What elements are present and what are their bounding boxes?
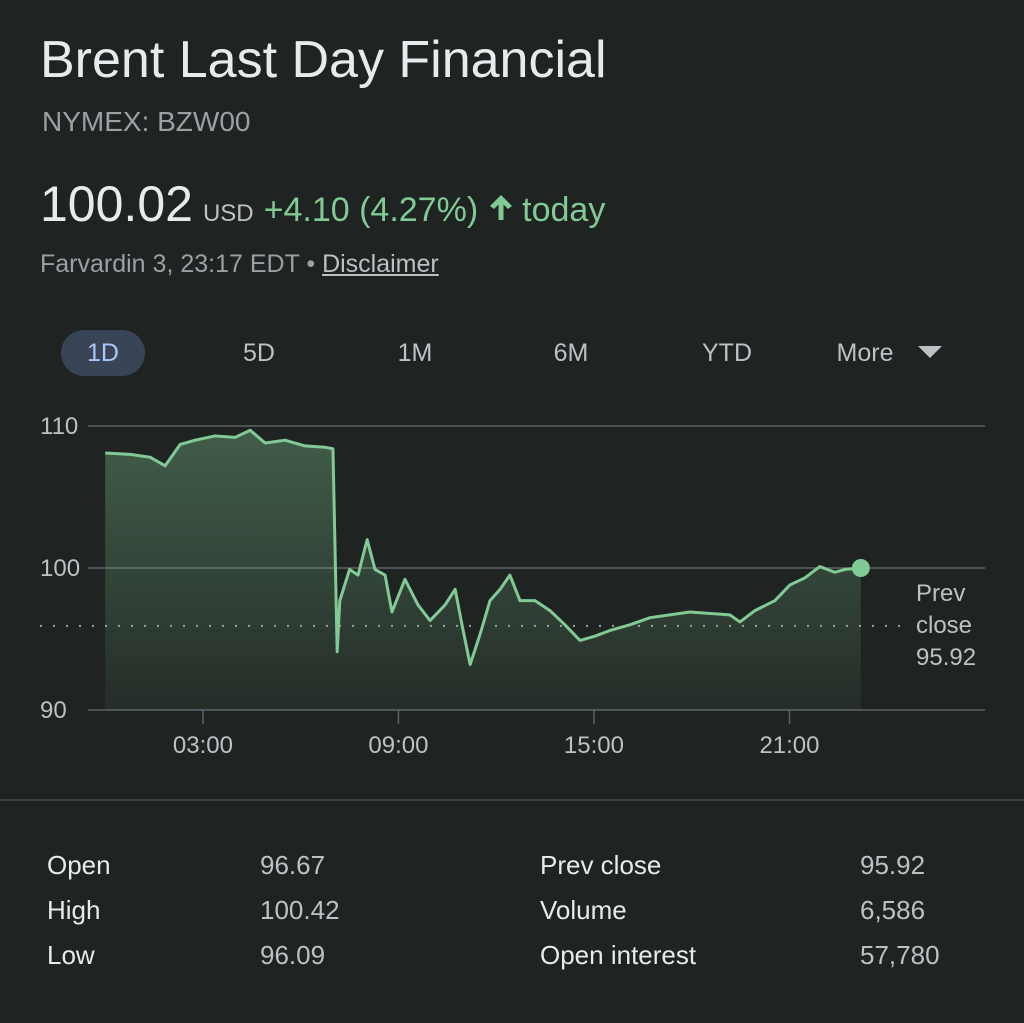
x-tick-label: 21:00 xyxy=(759,732,819,759)
currency: USD xyxy=(202,200,254,227)
prev-close-value: 95.92 xyxy=(916,644,977,671)
y-tick-label: 110 xyxy=(40,413,78,440)
tab[interactable]: More xyxy=(836,339,894,367)
chart: 90 100 110 03:00 09:00 15:00 21:00 xyxy=(40,413,985,759)
tab[interactable]: 1D xyxy=(61,330,145,376)
title: Brent Last Day Financial xyxy=(40,31,607,89)
up-arrow xyxy=(490,195,513,220)
ticker: NYMEX: BZW00 xyxy=(42,106,251,137)
stat-label: High xyxy=(47,895,101,925)
x-tick-label: 03:00 xyxy=(173,732,233,759)
timestamp-row: Farvardin 3, 23:17 EDT • Disclaimer xyxy=(40,250,439,279)
period: today xyxy=(522,191,606,229)
stat-label: Volume xyxy=(540,895,627,925)
tab[interactable]: 6M xyxy=(553,339,589,367)
tab[interactable]: 5D xyxy=(243,339,275,367)
stat-value: 95.92 xyxy=(860,850,926,880)
tab[interactable]: 1M xyxy=(397,339,433,367)
prev-close-label: Prev close xyxy=(916,580,973,639)
stat-label: Open xyxy=(47,850,111,880)
x-tick-label: 15:00 xyxy=(564,732,624,759)
prev-close-annotation: Prev close 95.92 xyxy=(916,578,996,674)
stat-value: 57,780 xyxy=(860,940,940,970)
stat-value: 100.42 xyxy=(260,895,340,925)
stat-value: 96.09 xyxy=(260,940,326,970)
last-point xyxy=(851,559,870,577)
timestamp: Farvardin 3, 23:17 EDT xyxy=(40,250,300,278)
stat-value: 6,586 xyxy=(860,895,926,925)
line xyxy=(105,428,861,667)
tab[interactable]: YTD xyxy=(702,339,752,367)
area xyxy=(105,430,861,710)
change: +4.10 (4.27%) xyxy=(263,191,479,229)
stat-label: Prev close xyxy=(540,850,662,880)
price: 100.02 xyxy=(40,176,193,232)
separator: • xyxy=(306,250,316,278)
stat-value: 96.67 xyxy=(260,850,326,880)
y-tick-label: 90 xyxy=(40,697,67,724)
x-tick-label: 09:00 xyxy=(368,732,428,759)
stat-label: Low xyxy=(47,940,95,970)
price-row: 100.02 USD +4.10 (4.27%) today xyxy=(40,175,605,233)
stat-label: Open interest xyxy=(540,940,697,970)
dropdown-icon xyxy=(918,346,942,358)
y-tick-label: 100 xyxy=(40,555,80,582)
disclaimer-link[interactable]: Disclaimer xyxy=(322,250,439,278)
divider xyxy=(0,799,1024,801)
